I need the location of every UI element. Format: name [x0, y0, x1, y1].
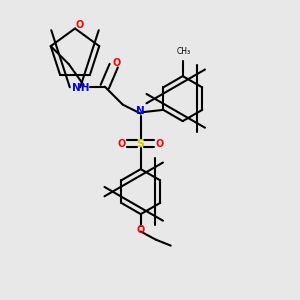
Text: O: O [112, 58, 121, 68]
Text: S: S [137, 139, 145, 148]
Text: O: O [118, 139, 126, 148]
Text: O: O [75, 20, 84, 31]
Text: CH₃: CH₃ [176, 47, 190, 56]
Text: N: N [136, 106, 145, 116]
Text: O: O [155, 139, 164, 148]
Text: O: O [136, 225, 145, 235]
Text: NH: NH [72, 82, 89, 92]
